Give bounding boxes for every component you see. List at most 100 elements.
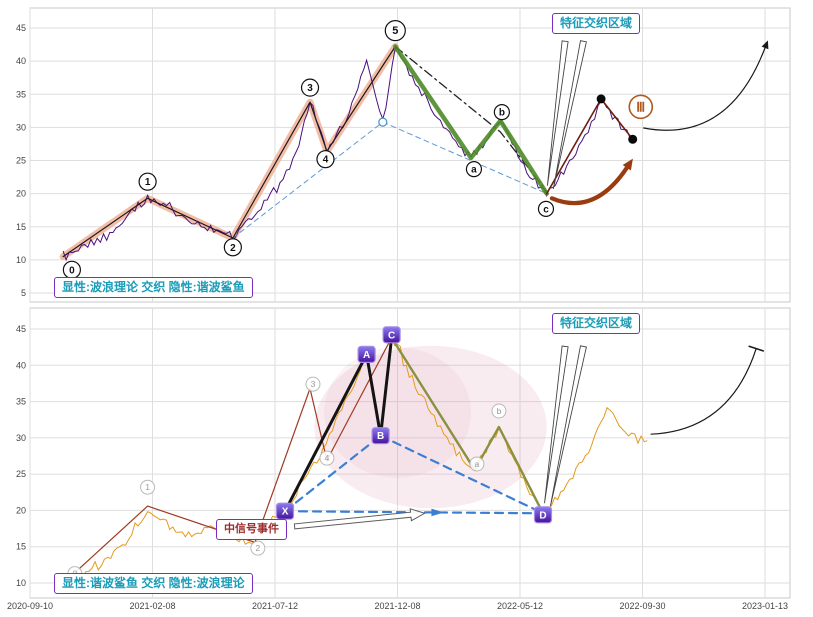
x-tick-label: 2021-02-08 [129,601,175,611]
hidden-wave-label-text: 2 [255,543,260,553]
harmonic-point-letter: D [539,510,546,521]
shark-bd-dashed [379,434,545,515]
abc-correction-line [393,44,549,196]
wave-label-text: 3 [307,83,313,94]
signal-event-arrow [293,508,426,530]
wave-label-5[interactable] [384,20,406,42]
harmonic-point-B[interactable] [371,427,390,445]
wave-three-projection-label[interactable] [628,94,654,120]
wave-label-text: 5 [392,25,398,37]
y-tick-label: 10 [16,255,26,265]
y-tick-label: 20 [16,505,26,515]
y-tick-label: 20 [16,189,26,199]
harmonic-point-letter: X [282,507,289,518]
blue-guide-down [382,121,548,195]
hidden-wave-label-1[interactable] [140,479,156,495]
zone-pointer-arrow [549,345,587,507]
panel-bottom: 454035302520151001234abXABCD [16,307,791,599]
signal-event-label[interactable]: 中信号事件 [216,519,287,540]
hidden-wave-label-3[interactable] [305,376,321,392]
shark-bc-leg [379,336,394,438]
resistance-curve [748,345,765,352]
panel-border [29,7,791,303]
y-tick-label: 15 [16,222,26,232]
forecast-arrow [643,47,766,131]
harmonic-point-A[interactable] [357,345,376,363]
wave-label-text: c [543,204,549,215]
wave-label-text: 2 [230,243,236,254]
hidden-wave-label-text: 3 [311,379,316,389]
harmonic-point-letter: A [363,350,370,361]
zone-pointer-arrow [546,40,569,186]
hidden-wave-label-4[interactable] [319,450,335,466]
hidden-wave-label-b[interactable] [491,403,507,419]
zone-pointer-arrow [552,40,587,190]
wave-label-text: 4 [323,155,329,166]
wave-label-a[interactable] [465,161,483,178]
wave-label-1[interactable] [138,172,157,191]
x-tick-label: 2022-09-30 [619,601,665,611]
y-tick-label: 35 [16,89,26,99]
hidden-wave-label-text: b [497,406,502,416]
explicit-shark-theory-label[interactable]: 显性:谐波鲨鱼 交织 隐性:波浪理论 [54,573,253,594]
wave-label-text: 0 [69,265,75,276]
feature-zone-label-top[interactable]: 特征交织区域 [552,13,641,34]
y-tick-label: 25 [16,156,26,166]
forecast-arrow [761,40,769,50]
wave-label-c[interactable] [537,200,555,217]
y-tick-label: 25 [16,469,26,479]
y-tick-label: 10 [16,578,26,588]
shark-cd-leg [390,336,545,515]
wave-label-3[interactable] [300,78,320,97]
impulse-wave-line [62,45,396,258]
shark-xa-leg [283,352,369,513]
feature-zone-label-bottom[interactable]: 特征交织区域 [552,313,641,334]
x-tick-label: 2020-09-10 [7,601,53,611]
shark-ab-leg [365,352,383,438]
projection-dot-low [628,134,638,144]
hidden-impulse-line [66,337,393,581]
projection-dot-high [596,94,606,104]
xd-direction-arrow [431,508,444,517]
wave-three-projection-text: Ⅲ [636,99,645,114]
x-tick-label: 2021-07-12 [252,601,298,611]
wave-label-4[interactable] [316,150,335,169]
y-tick-label: 15 [16,542,26,552]
hidden-wave-label-text: a [475,459,480,469]
hidden-wave-label-text: 1 [145,482,150,492]
trend-arrow [622,158,633,171]
panel-border [29,307,791,599]
harmonic-point-letter: B [377,431,384,442]
x-tick-label: 2021-12-08 [374,601,420,611]
hidden-wave-label-2[interactable] [250,540,266,556]
interweave-zone-ellipse-core [324,347,471,478]
harmonic-point-C[interactable] [382,326,401,344]
hidden-wave-label-a[interactable] [469,456,485,472]
x-tick-label: 2023-01-13 [742,601,788,611]
zone-pointer-arrow [544,345,569,504]
y-tick-label: 30 [16,122,26,132]
pivot-ring [378,117,388,127]
y-tick-label: 40 [16,56,26,66]
blue-guide-up [232,121,384,239]
y-tick-label: 30 [16,433,26,443]
y-tick-label: 35 [16,397,26,407]
wave-label-2[interactable] [223,238,242,257]
y-tick-label: 45 [16,23,26,33]
x-axis: 2020-09-10 2021-02-08 2021-07-12 2021-12-08… [7,601,788,611]
hidden-wave-label-text: 4 [325,453,330,463]
explicit-wave-theory-label[interactable]: 显性:波浪理论 交织 隐性:谐波鲨鱼 [54,277,253,298]
wave-label-b[interactable] [493,104,510,121]
wave-label-text: 1 [145,177,151,188]
x-tick-label: 2022-05-12 [497,601,543,611]
trend-arrow [549,165,629,206]
harmonic-point-D[interactable] [533,506,553,524]
y-tick-label: 40 [16,360,26,370]
shark-xb-dashed [283,434,382,513]
wave-label-text: b [499,108,505,119]
y-tick-label: 5 [21,288,26,298]
y-tick-label: 45 [16,324,26,334]
